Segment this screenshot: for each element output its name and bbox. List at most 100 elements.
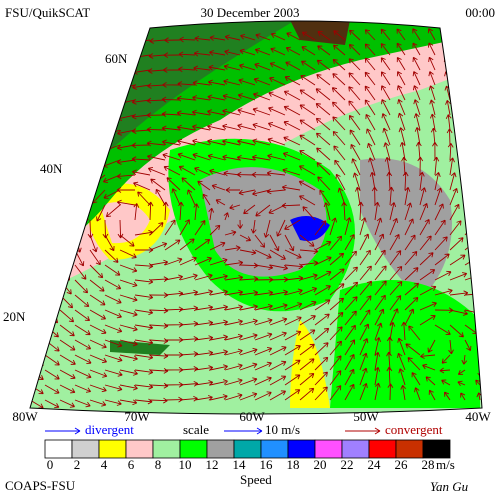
wind-arrow [270,32,286,41]
wind-arrow [439,367,451,374]
wind-arrow [316,59,331,71]
wind-arrow [332,58,346,71]
wind-arrow [209,349,228,356]
wind-arrow [386,336,393,356]
wind-arrow [357,201,364,221]
wind-arrow [389,281,403,296]
wind-arrow [209,50,226,56]
wind-arrow [162,152,181,161]
wind-arrow [209,334,228,341]
wind-arrow [374,322,383,341]
wind-arrow [147,68,166,74]
wind-arrow [177,152,196,161]
wind-arrow [299,273,318,281]
wind-arrow [329,252,345,266]
wind-arrow [348,72,361,86]
wind-arrow [460,100,467,116]
wind-arrow [479,190,482,206]
wind-arrow [329,355,342,371]
wind-arrow [299,358,315,371]
wind-arrow [162,201,169,221]
wind-arrow [224,393,243,401]
wind-arrow [350,143,361,161]
wind-arrow [281,184,301,191]
wind-arrow [162,139,181,146]
wind-arrow [209,257,228,266]
wind-arrow [315,132,331,146]
wind-arrow [237,219,244,229]
wind-arrow [105,204,121,218]
wind-arrow [314,240,332,251]
wind-arrow [254,62,271,71]
wind-arrow [283,136,301,146]
wind-arrow [386,351,392,371]
wind-arrow [282,151,301,161]
wind-arrow [254,347,273,356]
wind-arrow [397,85,406,101]
wind-arrow [329,268,345,281]
wind-arrow [74,309,91,321]
wind-arrow [254,249,272,259]
wind-arrow [119,264,138,273]
wind-arrow [374,351,381,371]
wind-arrow [284,234,295,252]
wind-arrow [224,304,243,311]
wind-arrow [374,249,386,266]
wind-arrow [434,203,444,221]
wind-arrow [269,62,286,71]
wind-arrow [428,389,436,401]
wind-arrow [284,316,302,326]
wind-arrow [389,295,402,311]
wind-arrow [194,239,211,251]
colorbar-label: 0 [47,457,54,472]
wind-arrow [388,186,395,206]
wind-arrow [359,280,373,296]
wind-arrow [30,99,31,113]
wind-arrow [74,339,92,350]
wind-arrow [479,238,482,251]
wind-arrow [389,234,400,251]
wind-arrow [223,78,241,86]
wind-arrow [132,84,151,90]
wind-arrow [147,82,166,89]
wind-arrow [479,339,482,348]
wind-arrow [89,339,107,349]
wind-arrow [63,159,76,175]
wind-arrow [344,383,355,401]
wind-arrow [30,219,34,239]
wind-arrow [397,99,406,116]
wind-arrow [194,289,213,296]
wind-arrow [59,384,76,394]
wind-arrow [61,129,76,143]
wind-arrow [102,114,121,123]
wind-arrow [368,157,376,176]
wind-arrow [194,394,213,401]
wind-arrow [90,39,106,47]
wind-arrow [224,49,241,56]
wind-arrow [134,324,154,331]
wind-arrow [74,84,91,95]
wind-arrow [374,280,387,296]
wind-arrow [155,188,166,206]
wind-arrow [104,354,123,363]
wind-arrow [229,204,241,210]
wind-arrow [299,329,316,341]
wind-arrow [46,84,61,96]
wind-arrow [407,357,421,371]
wind-arrow [46,69,61,80]
wind-arrow [211,183,226,191]
divergent-label: divergent [85,422,134,437]
wind-arrow [475,379,481,386]
colorbar-title: Speed [240,472,272,487]
wind-arrow [30,114,31,130]
wind-arrow [209,224,221,236]
wind-arrow [194,273,213,281]
wind-arrow [349,29,361,41]
wind-arrow [243,204,256,215]
wind-arrow [74,294,90,308]
wind-arrow [380,57,391,71]
wind-arrow [74,69,91,79]
wind-arrow [359,217,367,236]
wind-arrow [299,134,316,146]
wind-arrow [314,285,331,296]
